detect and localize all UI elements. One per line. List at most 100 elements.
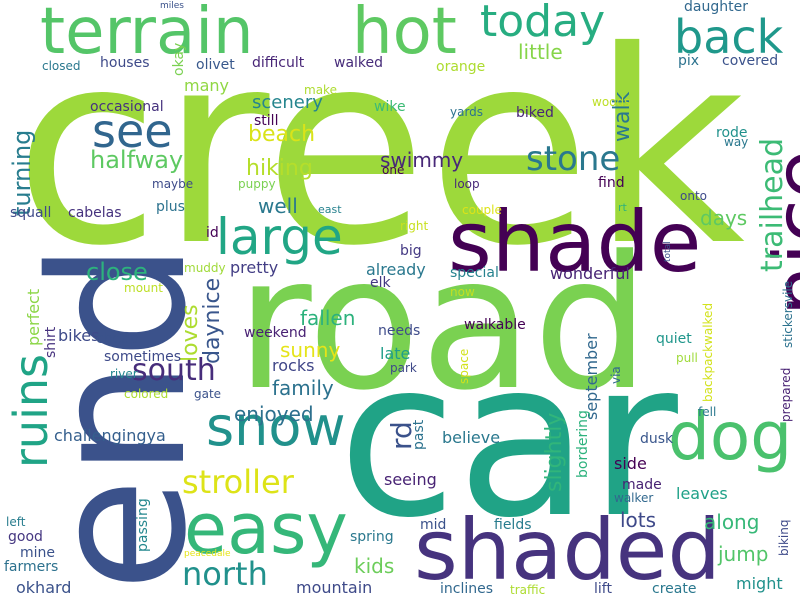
word-woods: woods [592, 95, 631, 109]
word-total: total [663, 241, 673, 262]
word-weekend: weekend [244, 325, 307, 341]
word-believe: believe [442, 428, 501, 447]
word-couple: couple [462, 203, 502, 217]
word-muddy: muddy [184, 261, 226, 275]
word-maybe: maybe [152, 177, 194, 191]
word-via: via [609, 366, 623, 384]
word-gate: gate [194, 387, 222, 401]
word-past: past [411, 419, 427, 450]
word-dog: dog [668, 398, 793, 475]
word-biked: biked [516, 105, 554, 121]
word-back: back [674, 10, 784, 64]
word-large: large [216, 208, 343, 266]
word-farmers: farmers [4, 559, 59, 575]
word-traffic: traffic [510, 583, 546, 597]
word-shirt: shirt [43, 326, 59, 358]
word-mountain: mountain [296, 578, 373, 597]
word-olivet: olivet [196, 57, 235, 73]
word-fields: fields [494, 517, 532, 533]
word-one: one [382, 163, 405, 177]
word-walkable: walkable [464, 317, 526, 333]
word-terrain: terrain [40, 0, 254, 69]
word-spring: spring [350, 529, 394, 545]
word-challengingya: challengingya [54, 426, 166, 445]
word-trailhead: trailhead [755, 137, 790, 272]
word-little: little [518, 40, 563, 64]
word-easy: easy [184, 488, 348, 570]
word-rt: rt [618, 201, 627, 214]
word-road: road [236, 217, 650, 431]
word-loves: loves [178, 304, 203, 362]
word-side: side [614, 454, 647, 473]
word-park: park [390, 361, 417, 375]
word-id: id [206, 225, 219, 241]
word-creek: creek [14, 0, 746, 304]
word-sunny: sunny [280, 338, 341, 362]
word-might: might [736, 574, 783, 593]
word-cheap: cheap [96, 331, 139, 347]
word-dusk: dusk [640, 431, 674, 447]
word-plus: plus [156, 199, 185, 215]
word-daynice: daynice [200, 277, 225, 364]
word-onto: onto [680, 189, 707, 203]
word-kids: kids [354, 554, 395, 578]
word-ruins: ruins [4, 354, 58, 468]
word-many: many [184, 76, 229, 95]
word-east: east [318, 203, 342, 216]
word-cabelas: cabelas [68, 205, 122, 221]
word-mine: mine [20, 545, 56, 561]
word-left: left [6, 515, 26, 529]
word-snow: snow [206, 395, 346, 458]
word-hiking: hiking [246, 156, 313, 181]
word-walked: walked [334, 55, 384, 71]
word-river: river [110, 367, 138, 381]
word-car: car [338, 314, 678, 565]
word-rocks: rocks [272, 356, 315, 375]
word-backpackwalked: backpackwalked [701, 302, 715, 402]
word-fell: fell [698, 405, 717, 419]
word-prepared: prepared [779, 367, 793, 422]
word-leaves: leaves [676, 484, 728, 503]
word-needs: needs [378, 323, 421, 339]
word-pretty: pretty [230, 258, 279, 277]
word-bikes: bikes [58, 326, 100, 345]
word-way: way [724, 135, 749, 149]
word-today: today [480, 0, 606, 47]
word-rode: rode [716, 125, 748, 141]
word-puppy: puppy [238, 177, 276, 191]
word-shade: shade [448, 193, 702, 291]
word-colored: colored [124, 387, 169, 401]
word-covered: covered [722, 53, 779, 69]
word-wike: wike [374, 99, 406, 115]
word-turning: turning [8, 129, 36, 216]
word-late: late [380, 344, 411, 363]
word-okay: okay [171, 42, 187, 76]
word-elk: elk [370, 275, 391, 291]
word-still: still [254, 113, 279, 129]
word-shaded: shaded [414, 501, 721, 599]
word-hot: hot [352, 0, 457, 69]
word-loop: loop [454, 177, 480, 191]
word-made: made [622, 477, 662, 493]
word-beach: beach [248, 122, 316, 147]
word-passing: passing [135, 498, 151, 552]
word-pull: pull [676, 351, 698, 365]
word-lots: lots [620, 508, 657, 532]
word-september: september [582, 333, 601, 420]
word-sometimes: sometimes [104, 349, 182, 365]
word-perfect: perfect [24, 288, 43, 346]
word-orange: orange [436, 59, 486, 75]
word-days: days [700, 206, 748, 230]
word-swimmy: swimmy [380, 148, 464, 172]
word-close: close [86, 258, 148, 286]
word-seeing: seeing [384, 470, 437, 489]
word-lift: lift [594, 581, 612, 597]
word-enjoyed: enjoyed [234, 402, 314, 426]
word-daughter: daughter [684, 0, 748, 15]
word-walker: walker [614, 491, 654, 505]
word-family: family [272, 376, 334, 400]
word-create: create [652, 581, 697, 597]
word-south: south [132, 353, 216, 388]
word-stone: stone [526, 139, 621, 179]
